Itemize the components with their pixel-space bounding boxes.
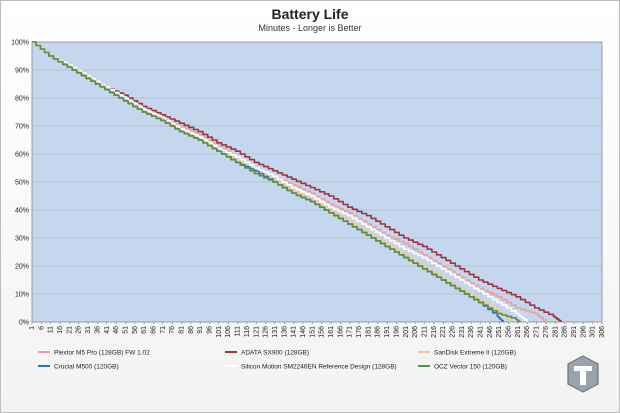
legend-label: OCZ Vector 150 (120GB)	[434, 363, 507, 370]
x-tick-label: 36	[94, 326, 101, 334]
chart-subtitle: Minutes - Longer is Better	[258, 23, 362, 33]
x-tick-label: 211	[421, 326, 428, 337]
x-tick-label: 171	[347, 326, 354, 338]
x-tick-label: 66	[150, 326, 157, 334]
x-tick-label: 121	[253, 326, 260, 338]
y-tick-label: 90%	[15, 68, 29, 75]
x-tick-label: 6	[38, 326, 45, 330]
x-tick-label: 46	[113, 326, 120, 334]
series-line	[32, 41, 562, 322]
x-tick-label: 156	[319, 326, 326, 338]
tweaktown-logo-icon	[567, 355, 599, 393]
x-tick-label: 216	[431, 326, 438, 338]
x-tick-label: 116	[244, 326, 251, 337]
x-tick-label: 251	[496, 326, 503, 338]
x-tick-label: 131	[272, 326, 279, 338]
x-tick-label: 91	[197, 326, 204, 334]
x-tick-label: 191	[384, 326, 391, 338]
x-tick-label: 161	[328, 326, 335, 338]
x-tick-label: 21	[66, 326, 73, 334]
y-tick-label: 70%	[15, 124, 29, 131]
y-tick-label: 20%	[15, 264, 29, 271]
legend-label: Crucial M500 (120GB)	[54, 363, 119, 370]
x-tick-label: 71	[160, 326, 167, 334]
x-tick-label: 206	[412, 326, 419, 338]
gridlines	[32, 69, 602, 295]
x-tick-label: 16	[57, 326, 64, 334]
x-tick-label: 106	[225, 326, 232, 338]
x-tick-label: 141	[291, 326, 298, 338]
x-tick-label: 31	[85, 326, 92, 334]
x-tick-label: 86	[188, 326, 195, 334]
x-tick-label: 291	[571, 326, 578, 338]
x-tick-label: 196	[393, 326, 400, 338]
y-tick-label: 30%	[15, 236, 29, 243]
x-tick-label: 301	[590, 326, 597, 338]
x-tick-label: 296	[580, 326, 587, 338]
x-tick-label: 81	[179, 326, 186, 334]
x-tick-label: 186	[375, 326, 382, 338]
y-tick-label: 10%	[15, 292, 29, 299]
x-tick-label: 111	[235, 326, 242, 337]
x-tick-label: 11	[48, 326, 55, 333]
x-tick-label: 101	[216, 326, 223, 338]
legend: Plextor M5 Pro (128GB) FW 1.02 ADATA SX90…	[38, 349, 516, 370]
x-tick-label: 176	[356, 326, 363, 338]
x-tick-label: 276	[543, 326, 550, 338]
legend-label: ADATA SX900 (128GB)	[241, 349, 309, 356]
x-tick-label: 166	[337, 326, 344, 338]
y-tick-label: 60%	[15, 152, 29, 159]
y-tick-label: 50%	[15, 180, 29, 187]
x-tick-label: 221	[440, 326, 447, 338]
x-axis: 1 6 11 16 21 26 31 36 41 46 51 56 61 66 71 76 81 86 91 96 10…	[29, 322, 606, 338]
x-tick-label: 266	[524, 326, 531, 338]
x-tick-label: 146	[300, 326, 307, 338]
legend-label: Silicon Motion SM2246EN Reference Design…	[241, 363, 397, 370]
x-tick-label: 236	[468, 326, 475, 338]
y-tick-label: 0%	[19, 320, 29, 327]
series-layer	[32, 41, 562, 323]
x-tick-label: 41	[104, 326, 111, 334]
x-tick-label: 256	[506, 326, 513, 338]
x-tick-label: 286	[562, 326, 569, 338]
x-tick-label: 151	[309, 326, 316, 338]
y-axis: 0% 10% 20% 30% 40% 50% 60% 70% 80% 90% 100%	[11, 40, 29, 327]
x-tick-label: 1	[29, 326, 36, 330]
x-tick-label: 181	[365, 326, 372, 338]
y-tick-label: 100%	[11, 40, 29, 47]
chart-title: Battery Life	[271, 6, 349, 22]
x-tick-label: 261	[515, 326, 522, 338]
x-tick-label: 231	[459, 326, 466, 338]
x-tick-label: 306	[599, 326, 606, 338]
x-tick-label: 76	[169, 326, 176, 334]
legend-label: SanDisk Extreme II (120GB)	[434, 349, 516, 356]
x-tick-label: 246	[487, 326, 494, 338]
x-tick-label: 136	[281, 326, 288, 338]
x-tick-label: 281	[552, 326, 559, 338]
x-tick-label: 271	[534, 326, 541, 338]
x-tick-label: 61	[141, 326, 148, 334]
series-line	[32, 41, 521, 323]
x-tick-label: 56	[132, 326, 139, 334]
y-tick-label: 80%	[15, 96, 29, 103]
y-tick-label: 40%	[15, 208, 29, 215]
x-tick-label: 241	[478, 326, 485, 338]
x-tick-label: 51	[122, 326, 129, 334]
x-tick-label: 126	[263, 326, 270, 338]
legend-label: Plextor M5 Pro (128GB) FW 1.02	[54, 349, 150, 356]
x-tick-label: 96	[207, 326, 214, 334]
x-tick-label: 226	[449, 326, 456, 338]
x-tick-label: 26	[76, 326, 83, 334]
x-tick-label: 201	[403, 326, 410, 338]
